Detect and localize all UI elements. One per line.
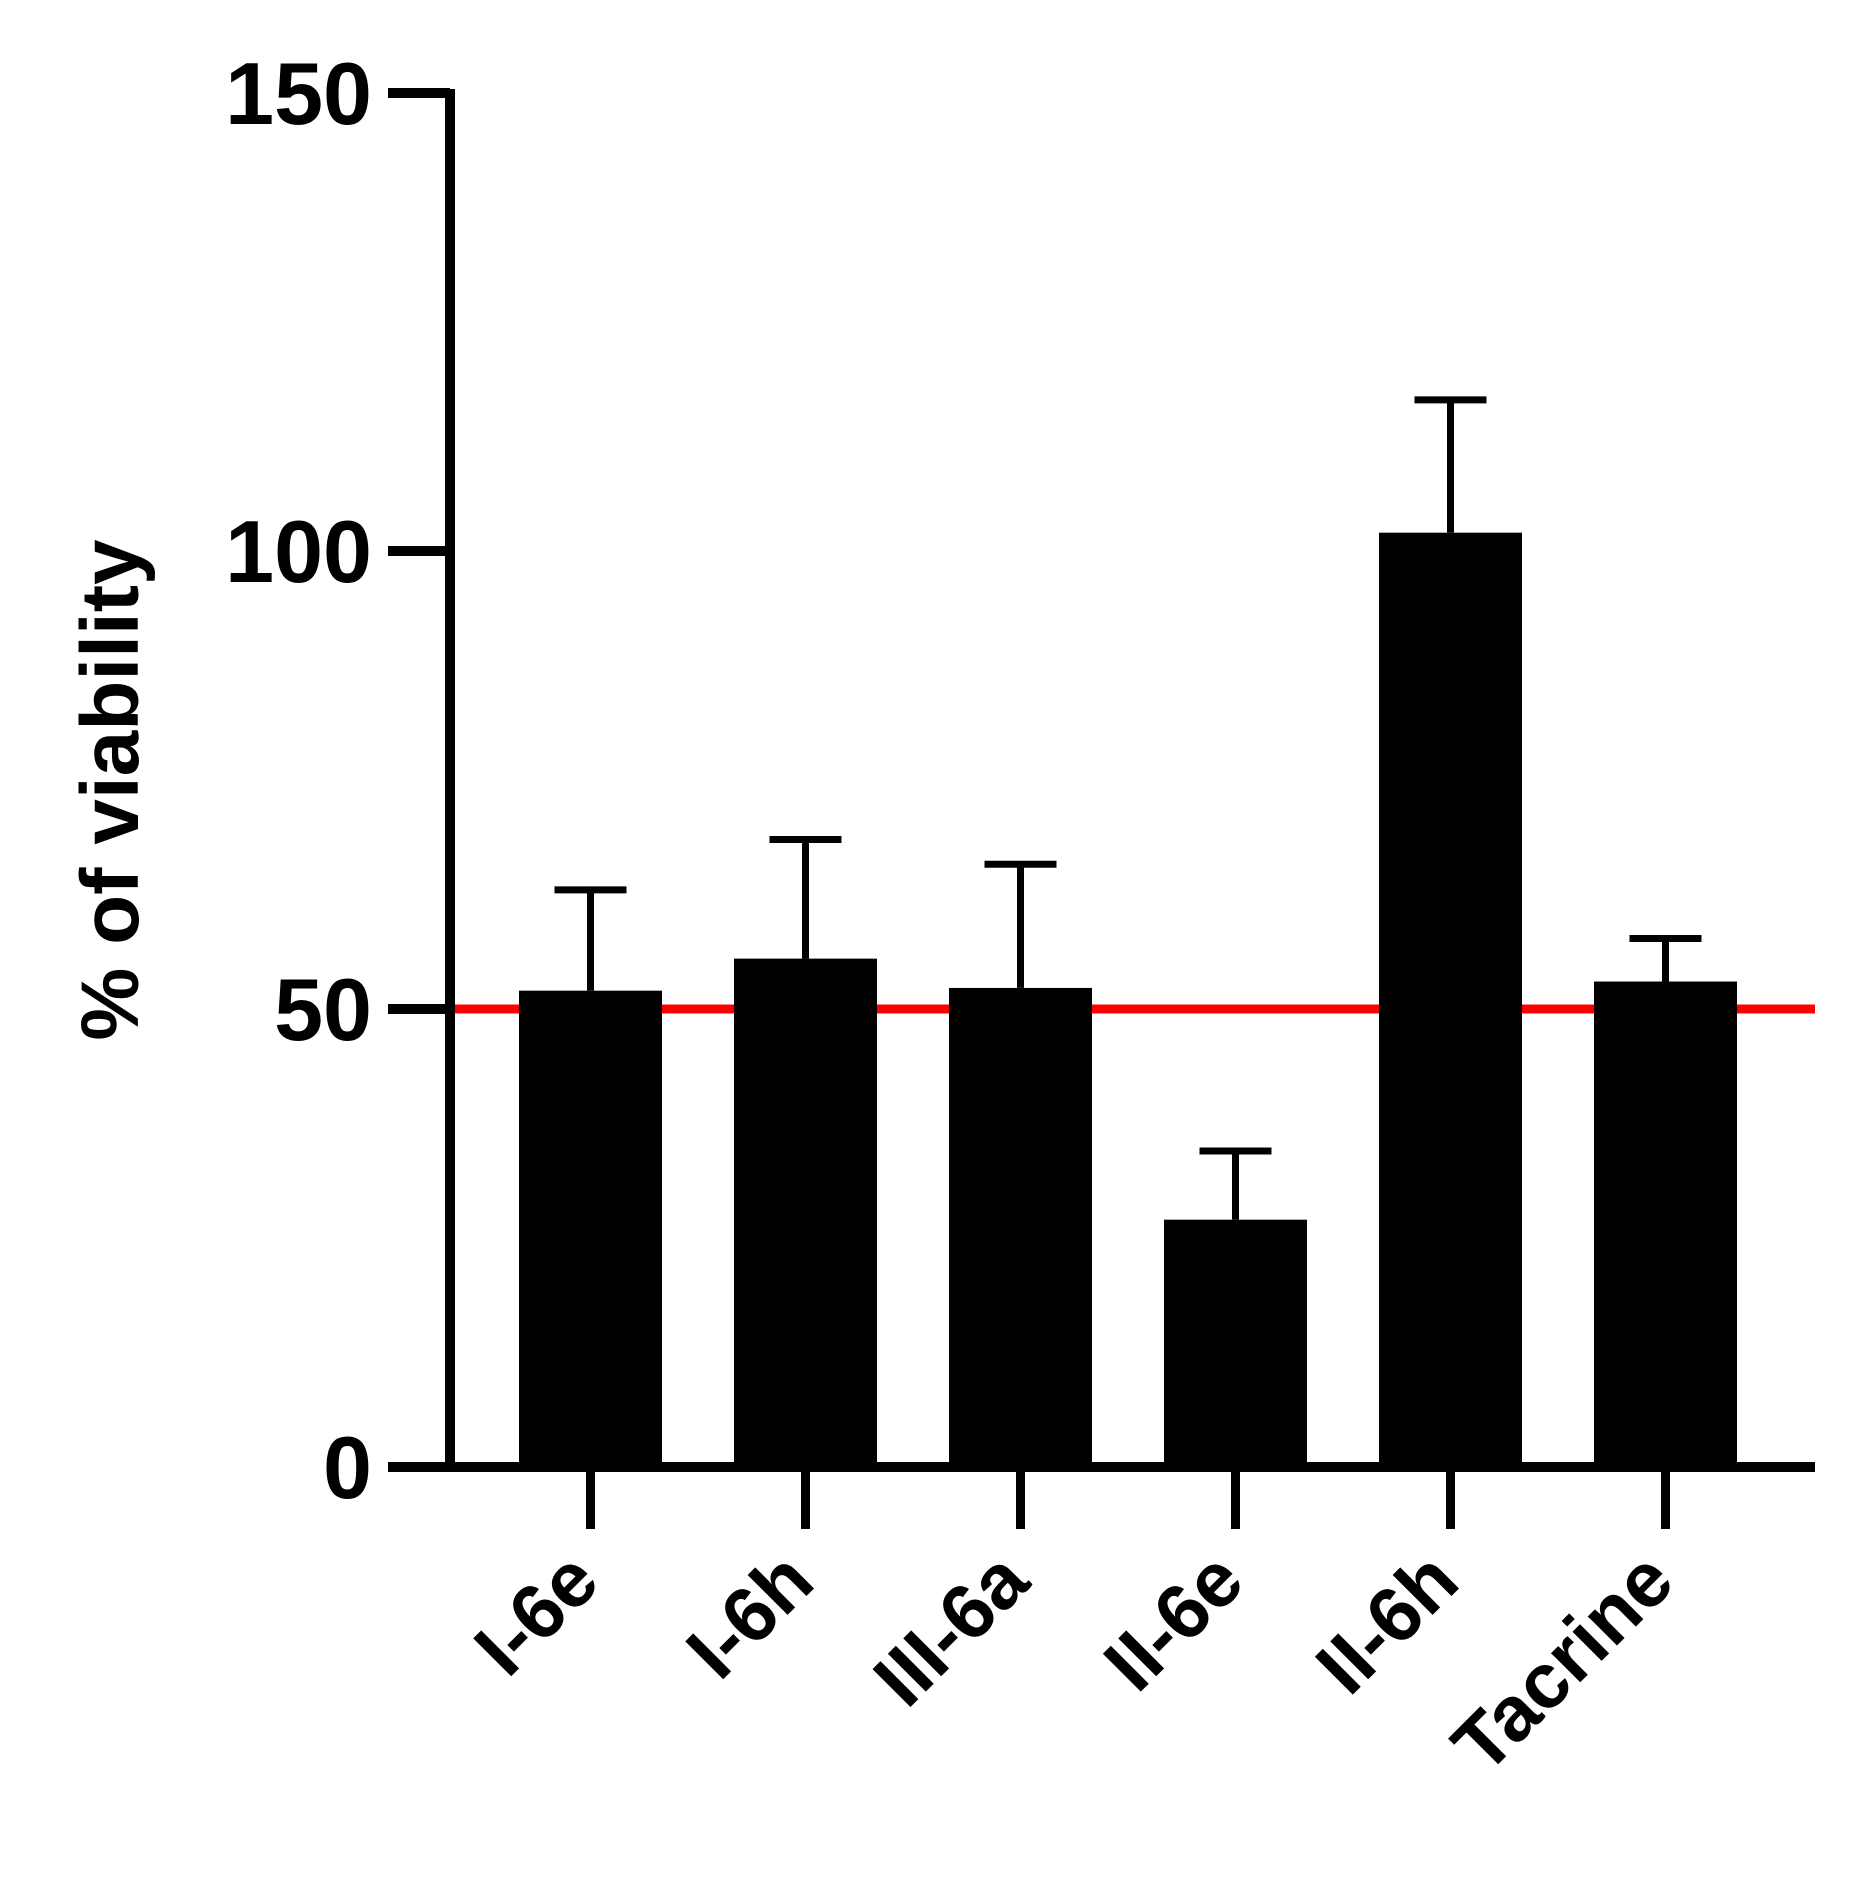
bar-II-6e	[1164, 1219, 1307, 1467]
x-tick-label-I-6h: I-6h	[669, 1535, 829, 1695]
y-tick-label-100: 100	[225, 502, 372, 601]
x-tick-label-I-6e: I-6e	[457, 1535, 614, 1692]
x-tick-label-Tacrine: Tacrine	[1435, 1535, 1689, 1789]
bars-layer	[519, 396, 1737, 1467]
y-tick-label-0: 0	[323, 1418, 372, 1517]
y-tick-label-150: 150	[225, 44, 372, 143]
bar-Tacrine	[1594, 981, 1737, 1467]
x-tick-label-II-6h: II-6h	[1299, 1535, 1475, 1711]
bar-II-6h	[1379, 532, 1522, 1467]
bar-I-6h	[734, 958, 877, 1467]
bar-I-6e	[519, 990, 662, 1467]
x-tick-label-II-6e: II-6e	[1087, 1535, 1260, 1708]
y-tick-label-50: 50	[274, 960, 372, 1059]
bar-III-6a	[949, 987, 1092, 1467]
x-tick-label-III-6a: III-6a	[857, 1534, 1045, 1722]
y-axis-label: % of viability	[65, 539, 156, 1041]
axes-layer	[388, 88, 1815, 1529]
